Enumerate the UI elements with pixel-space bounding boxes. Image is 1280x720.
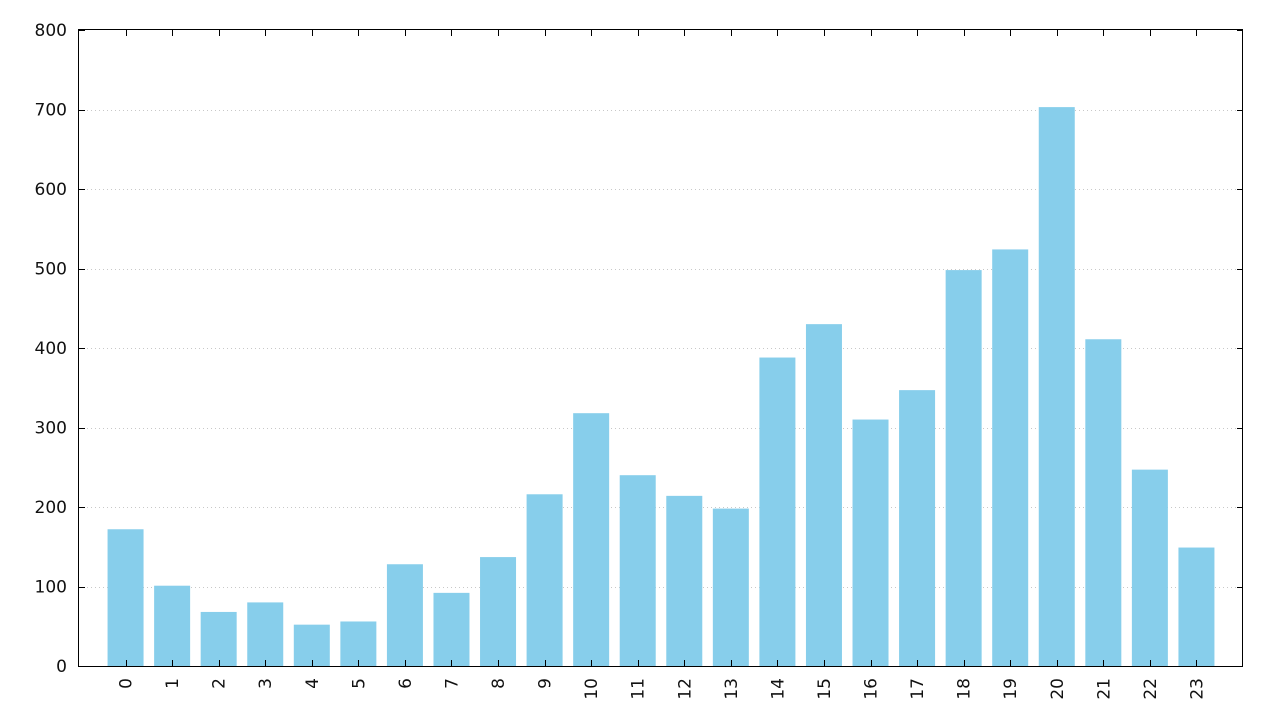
x-tick-label: 13	[722, 678, 742, 700]
bar	[200, 611, 237, 666]
x-tick-label: 20	[1048, 678, 1068, 700]
bar	[1178, 547, 1215, 666]
x-tick-label: 19	[1001, 678, 1021, 700]
bar	[759, 357, 796, 666]
bar	[945, 270, 982, 666]
x-tick-label: 5	[349, 678, 369, 689]
y-tick-label: 600	[35, 180, 67, 200]
x-tick-label: 23	[1187, 678, 1207, 700]
x-tick-label: 12	[675, 678, 695, 700]
x-tick-label: 16	[862, 678, 882, 700]
bar	[340, 621, 377, 666]
y-axis-ticks: 0 100 200 300 400 500 600 700 800	[35, 21, 1243, 677]
x-tick-label: 21	[1094, 678, 1114, 700]
y-tick-label: 500	[35, 260, 67, 280]
y-tick-label: 0	[56, 657, 67, 677]
bar	[526, 494, 563, 666]
y-tick-label: 800	[35, 21, 67, 41]
bar	[666, 495, 703, 666]
bar	[992, 249, 1029, 667]
bar	[1038, 107, 1075, 667]
bar	[619, 475, 656, 666]
x-tick-label: 7	[442, 678, 462, 689]
x-tick-label: 22	[1141, 678, 1161, 700]
x-tick-label: 6	[396, 678, 416, 689]
bar	[899, 390, 936, 666]
bar	[852, 419, 889, 666]
x-tick-label: 3	[256, 678, 276, 689]
x-tick-label: 1	[163, 678, 183, 689]
x-tick-label: 2	[210, 678, 230, 689]
x-tick-label: 9	[536, 678, 556, 689]
bar	[712, 508, 749, 666]
bar	[154, 585, 191, 666]
bar	[573, 413, 610, 666]
x-tick-label: 10	[582, 678, 602, 700]
x-axis-ticks: 0 1 2 3 4 5 6 7 8 9 10 11 12 13 14 15 16 17 18 19 20 21 22 23	[117, 30, 1207, 700]
bars	[107, 107, 1215, 667]
x-tick-label: 11	[629, 678, 649, 700]
x-tick-label: 8	[489, 678, 509, 689]
y-tick-label: 300	[35, 419, 67, 439]
y-tick-label: 400	[35, 339, 67, 359]
x-tick-label: 14	[768, 678, 788, 700]
y-tick-label: 700	[35, 101, 67, 121]
x-tick-label: 4	[303, 678, 323, 689]
bar	[433, 592, 470, 666]
x-tick-label: 17	[908, 678, 928, 700]
bar	[805, 324, 842, 666]
bar	[1131, 469, 1168, 666]
bar	[107, 529, 144, 666]
bar	[293, 624, 330, 666]
bar	[1085, 339, 1122, 666]
x-tick-label: 18	[955, 678, 975, 700]
y-tick-label: 100	[35, 578, 67, 598]
x-tick-label: 0	[117, 678, 137, 689]
x-tick-label: 15	[815, 678, 835, 700]
bar	[247, 602, 284, 666]
bar	[480, 557, 517, 666]
y-tick-label: 200	[35, 498, 67, 518]
bar	[386, 564, 423, 666]
